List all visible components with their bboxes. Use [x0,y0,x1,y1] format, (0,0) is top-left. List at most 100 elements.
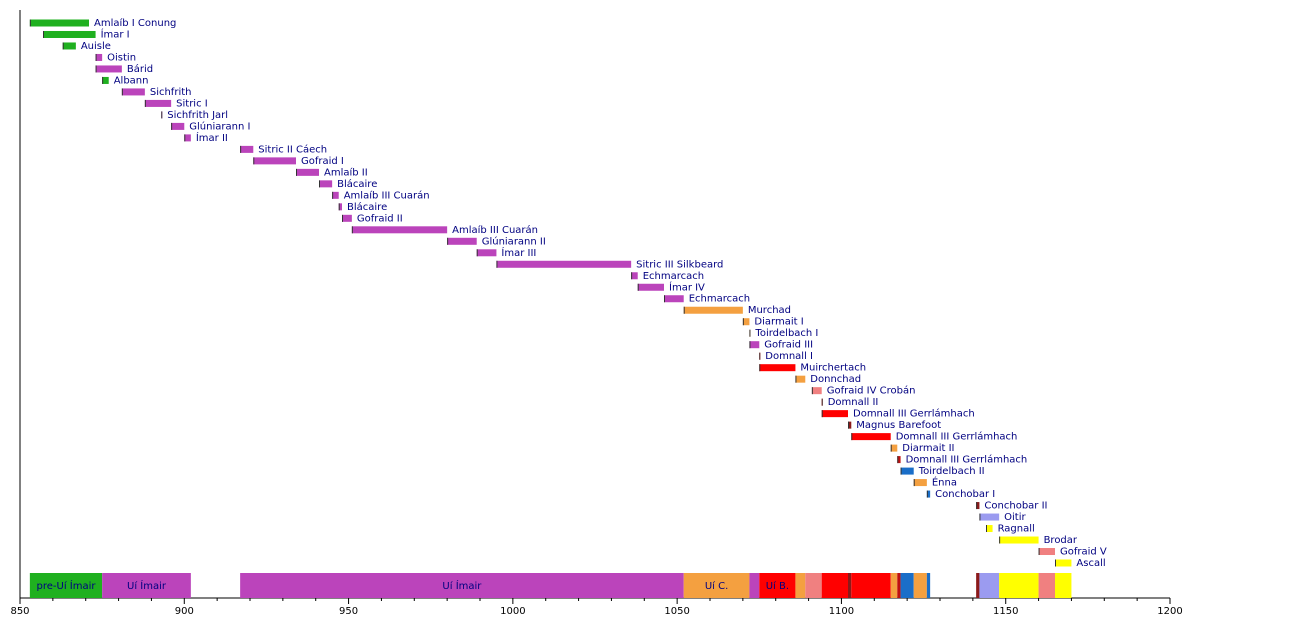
ruler-bar [913,479,927,487]
era-label: Uí B. [766,580,789,592]
ruler-bar [144,99,172,107]
ruler-label: Toirdelbach I [754,328,818,339]
ruler-bar [184,134,191,142]
ruler-bar [342,214,352,222]
ruler-label: Énna [932,476,957,489]
ruler-bar [631,272,638,280]
ruler-bar [332,191,339,199]
x-tick-label: 900 [175,606,194,617]
ruler-label: Gofraid II [357,213,403,224]
era-bar [240,573,684,598]
ruler-label: Ímar II [196,131,228,144]
era-label: Uí Ímair [442,579,482,592]
ruler-label: Domnall III Gerrlámhach [853,408,975,420]
era-bar [913,573,927,598]
ruler-label: Glúniarann II [482,235,546,247]
ruler-bar [121,88,145,96]
ruler-label: Diarmait I [754,317,803,328]
ruler-label: Muirchertach [800,363,866,374]
ruler-bar [447,237,477,245]
ruler-label: Domnall III Gerrlámhach [896,431,1018,443]
ruler-bar [986,525,993,533]
ruler-label: Ragnall [998,524,1035,535]
ruler-label: Domnall III Gerrlámhach [906,454,1028,466]
ruler-bar [742,318,750,326]
x-tick-label: 1050 [664,606,689,617]
ruler-label: Brodar [1044,535,1078,546]
ruler-bar [637,283,664,291]
ruler-bar [171,122,185,130]
era-bar [805,573,822,598]
ruler-bar [683,306,743,314]
ruler-label: Glúniarann I [189,120,250,132]
ruler-label: Blácaire [347,201,387,213]
era-bar [900,573,914,598]
era-bar [821,573,848,598]
ruler-bar [900,467,914,475]
ruler-bar [62,42,76,50]
ruler-label: Blácaire [337,178,377,190]
era-label: pre-Uí Ímair [37,579,97,592]
ruler-label: Ímar IV [669,280,705,293]
ruler-label: Ascall [1076,558,1105,569]
ruler-bar [29,19,89,27]
ruler-bar [338,203,342,211]
ruler-label: Magnus Barefoot [856,420,941,431]
ruler-bar [821,410,848,418]
era-bar [979,573,1000,598]
ruler-label: Sichfrith [150,87,192,98]
ruler-bar [897,456,901,464]
ruler-label: Echmarcach [643,271,704,282]
era-bar [976,573,980,598]
ruler-label: Conchobar II [984,501,1047,512]
ruler-bar [43,30,96,38]
x-tick-label: 1100 [829,606,854,617]
ruler-label: Amlaíb I Conung [94,17,176,29]
ruler-bar [102,76,109,84]
ruler-bar [976,502,980,510]
ruler-bar [95,65,122,73]
x-tick-label: 950 [339,606,358,617]
ruler-bar [319,180,333,188]
ruler-label: Sichfrith Jarl [167,110,228,121]
ruler-bar [811,387,822,395]
ruler-label: Gofraid IV Crobán [827,385,916,397]
era-bar [926,573,931,598]
ruler-bar [848,421,852,429]
ruler-bar [926,490,931,498]
ruler-bar [476,249,497,257]
ruler-label: Auisle [81,41,111,52]
era-bar [795,573,806,598]
era-bar [897,573,901,598]
ruler-label: Domnall II [828,397,879,408]
era-bar [999,573,1039,598]
era-bar [683,573,750,598]
era-bar [1055,573,1072,598]
ruler-label: Amlaíb III Cuarán [344,189,430,201]
era-bar [29,573,103,598]
ruler-bar [851,433,891,441]
x-tick-label: 1150 [993,606,1018,617]
ruler-bar [240,145,254,153]
ruler-bar [95,53,103,61]
era-bar [851,573,891,598]
ruler-bar [296,168,319,176]
ruler-label: Sitric I [176,98,208,109]
x-tick-label: 850 [10,606,29,617]
x-tick-label: 1000 [500,606,525,617]
ruler-bar [496,260,632,268]
ruler-bar [749,341,760,349]
ruler-label: Ímar I [101,27,130,40]
ruler-label: Sitric III Silkbeard [636,259,723,270]
ruler-label: Murchad [748,305,791,316]
ruler-bar [253,157,296,165]
ruler-bar [979,513,1000,521]
ruler-bar [999,536,1039,544]
era-bar [890,573,898,598]
ruler-label: Albann [114,75,149,86]
era-bar [848,573,852,598]
era-bar [759,573,796,598]
ruler-bar [664,295,684,303]
era-label: Uí C. [705,580,728,592]
